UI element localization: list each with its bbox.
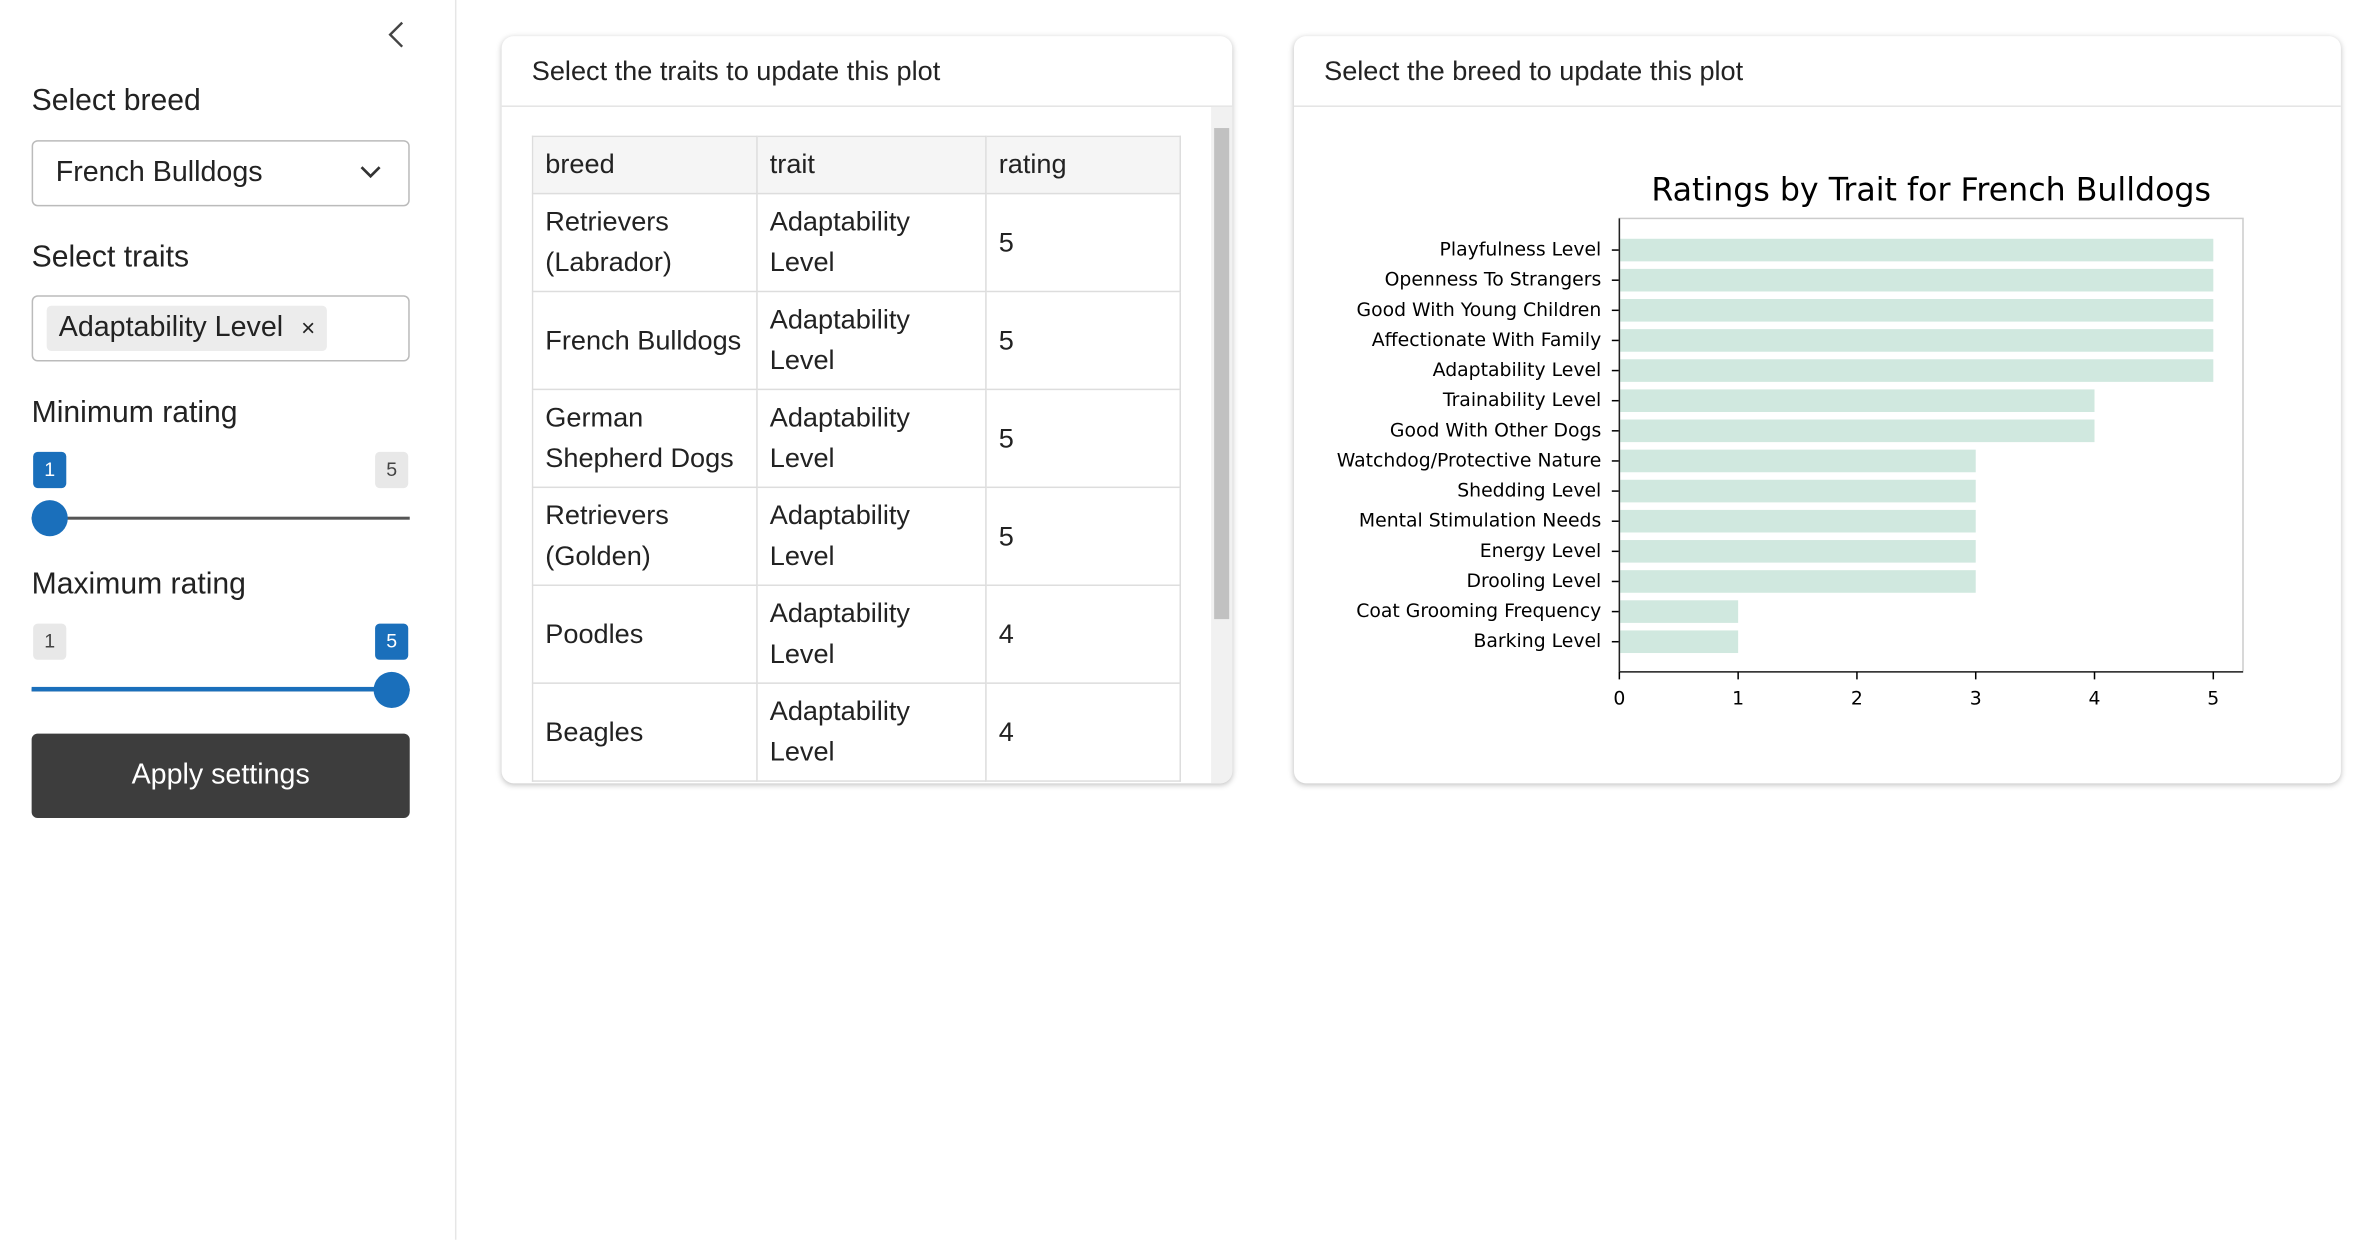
- scrollbar[interactable]: [1211, 106, 1233, 784]
- y-tick-label: Energy Level: [1480, 541, 1602, 562]
- y-tick-label: Good With Other Dogs: [1390, 420, 1601, 441]
- bar: [1619, 479, 1976, 503]
- bar: [1619, 299, 2214, 322]
- x-tick-label: 1: [1732, 688, 1744, 709]
- slider-handle[interactable]: [373, 671, 410, 708]
- x-tick-label: 4: [2089, 688, 2101, 709]
- breed-value: French Bulldogs: [55, 156, 263, 189]
- header-row: breed trait rating: [531, 135, 1182, 195]
- table-cell: Adaptability Level: [756, 290, 987, 391]
- table-cell: German Shepherd Dogs: [531, 388, 758, 489]
- card-header: Select the breed to update this plot: [1293, 36, 2341, 107]
- y-tick-label: Coat Grooming Frequency: [1356, 601, 1601, 622]
- table-cell: French Bulldogs: [531, 290, 758, 391]
- table-cell: Adaptability Level: [756, 584, 987, 684]
- column-header: rating: [985, 135, 1182, 195]
- trait-pill: Adaptability Level ×: [46, 305, 328, 351]
- bar: [1619, 540, 1976, 563]
- column-header: breed: [531, 135, 758, 195]
- y-tick-label: Mental Stimulation Needs: [1359, 511, 1601, 532]
- y-tick-label: Watchdog/Protective Nature: [1337, 450, 1602, 471]
- table-cell: Adaptability Level: [756, 682, 987, 782]
- y-tick-label: Trainability Level: [1442, 390, 1601, 411]
- slider-value-badge: 5: [375, 623, 409, 660]
- bar: [1619, 630, 1739, 654]
- bar: [1619, 449, 1976, 473]
- slider-end-badge: 5: [375, 451, 409, 489]
- trait-text: Adaptability Level: [58, 311, 284, 344]
- y-tick-label: Barking Level: [1473, 631, 1601, 652]
- x-tick-label: 2: [1851, 688, 1863, 709]
- table-cell: 5: [985, 192, 1182, 293]
- chart-title: Ratings by Trait for French Bulldogs: [1651, 172, 2211, 208]
- x-tick-label: 5: [2207, 688, 2219, 709]
- slider-track: [31, 516, 410, 520]
- table-cell: Adaptability Level: [756, 192, 987, 293]
- bar: [1619, 389, 2095, 412]
- table-cell: 5: [985, 290, 1182, 391]
- bar: [1619, 419, 2095, 443]
- traits-select[interactable]: Adaptability Level ×: [31, 295, 410, 362]
- bar: [1619, 268, 2214, 292]
- bar: [1619, 329, 2214, 352]
- slider-fill: [31, 686, 392, 692]
- table-cell: Poodles: [531, 584, 758, 684]
- table-cell: Adaptability Level: [756, 388, 987, 489]
- apply-button[interactable]: Apply settings: [31, 733, 410, 818]
- x-tick-label: 0: [1613, 688, 1625, 709]
- bar: [1619, 509, 1976, 533]
- table-cell: 4: [985, 584, 1182, 684]
- slider-label: Maximum rating: [31, 567, 246, 602]
- bar: [1619, 238, 2214, 262]
- card-header: Select the traits to update this plot: [501, 36, 1233, 107]
- scroll-thumb[interactable]: [1214, 128, 1230, 620]
- table-row: Beagles Adaptability Level 4: [531, 682, 1182, 782]
- x-tick-label: 3: [1970, 688, 1982, 709]
- table-cell: 4: [985, 682, 1182, 782]
- collapse-button[interactable]: [383, 18, 410, 51]
- table-cell: 5: [985, 486, 1182, 586]
- table-cell: Retrievers (Labrador): [531, 192, 758, 293]
- slider-handle[interactable]: [31, 500, 68, 537]
- y-tick-label: Playfulness Level: [1440, 240, 1602, 261]
- y-tick-label: Adaptability Level: [1433, 360, 1602, 381]
- table-row: Retrievers (Labrador) Adaptability Level 5: [531, 192, 1182, 293]
- table-cell: Adaptability Level: [756, 486, 987, 586]
- table-row: French Bulldogs Adaptability Level 5: [531, 290, 1182, 391]
- y-tick-label: Good With Young Children: [1357, 300, 1602, 321]
- plot-card: Select the breed to update this plot Rat…: [1293, 36, 2341, 784]
- slider-end-badge: 1: [33, 623, 67, 660]
- breed-label: Select breed: [31, 84, 201, 118]
- column-header: trait: [756, 135, 987, 195]
- y-tick-label: Openness To Strangers: [1385, 270, 1602, 291]
- table-row: Retrievers (Golden) Adaptability Level 5: [531, 486, 1182, 586]
- chart: Ratings by Trait for French Bulldogs Pla…: [1337, 172, 2244, 709]
- data-table: breed trait rating Retrievers (Labrador) Ada…: [531, 135, 1182, 782]
- slider-label: Minimum rating: [31, 396, 238, 430]
- y-tick-label: Drooling Level: [1466, 571, 1601, 592]
- table-cell: 5: [985, 388, 1182, 489]
- bar: [1619, 359, 2214, 382]
- bar: [1619, 600, 1739, 623]
- remove-icon[interactable]: ×: [301, 316, 316, 342]
- table-row: German Shepherd Dogs Adaptability Level 5: [531, 388, 1182, 489]
- table-cell: Beagles: [531, 682, 758, 782]
- breed-select[interactable]: French Bulldogs: [31, 140, 410, 207]
- dropdown-icon: [360, 166, 381, 179]
- table-card: Select the traits to update this plot br…: [501, 36, 1233, 784]
- y-tick-label: Affectionate With Family: [1372, 330, 1601, 351]
- table-viewport: breed trait rating Retrievers (Labrador) Ada…: [531, 135, 1182, 784]
- table-row: Poodles Adaptability Level 4: [531, 584, 1182, 684]
- traits-label: Select traits: [31, 241, 190, 275]
- bar: [1619, 570, 1976, 593]
- sidebar: Select breed French Bulldogs Select trai…: [0, 0, 457, 1240]
- y-tick-label: Shedding Level: [1457, 481, 1601, 502]
- slider-value-badge: 1: [33, 451, 67, 489]
- table-cell: Retrievers (Golden): [531, 486, 758, 586]
